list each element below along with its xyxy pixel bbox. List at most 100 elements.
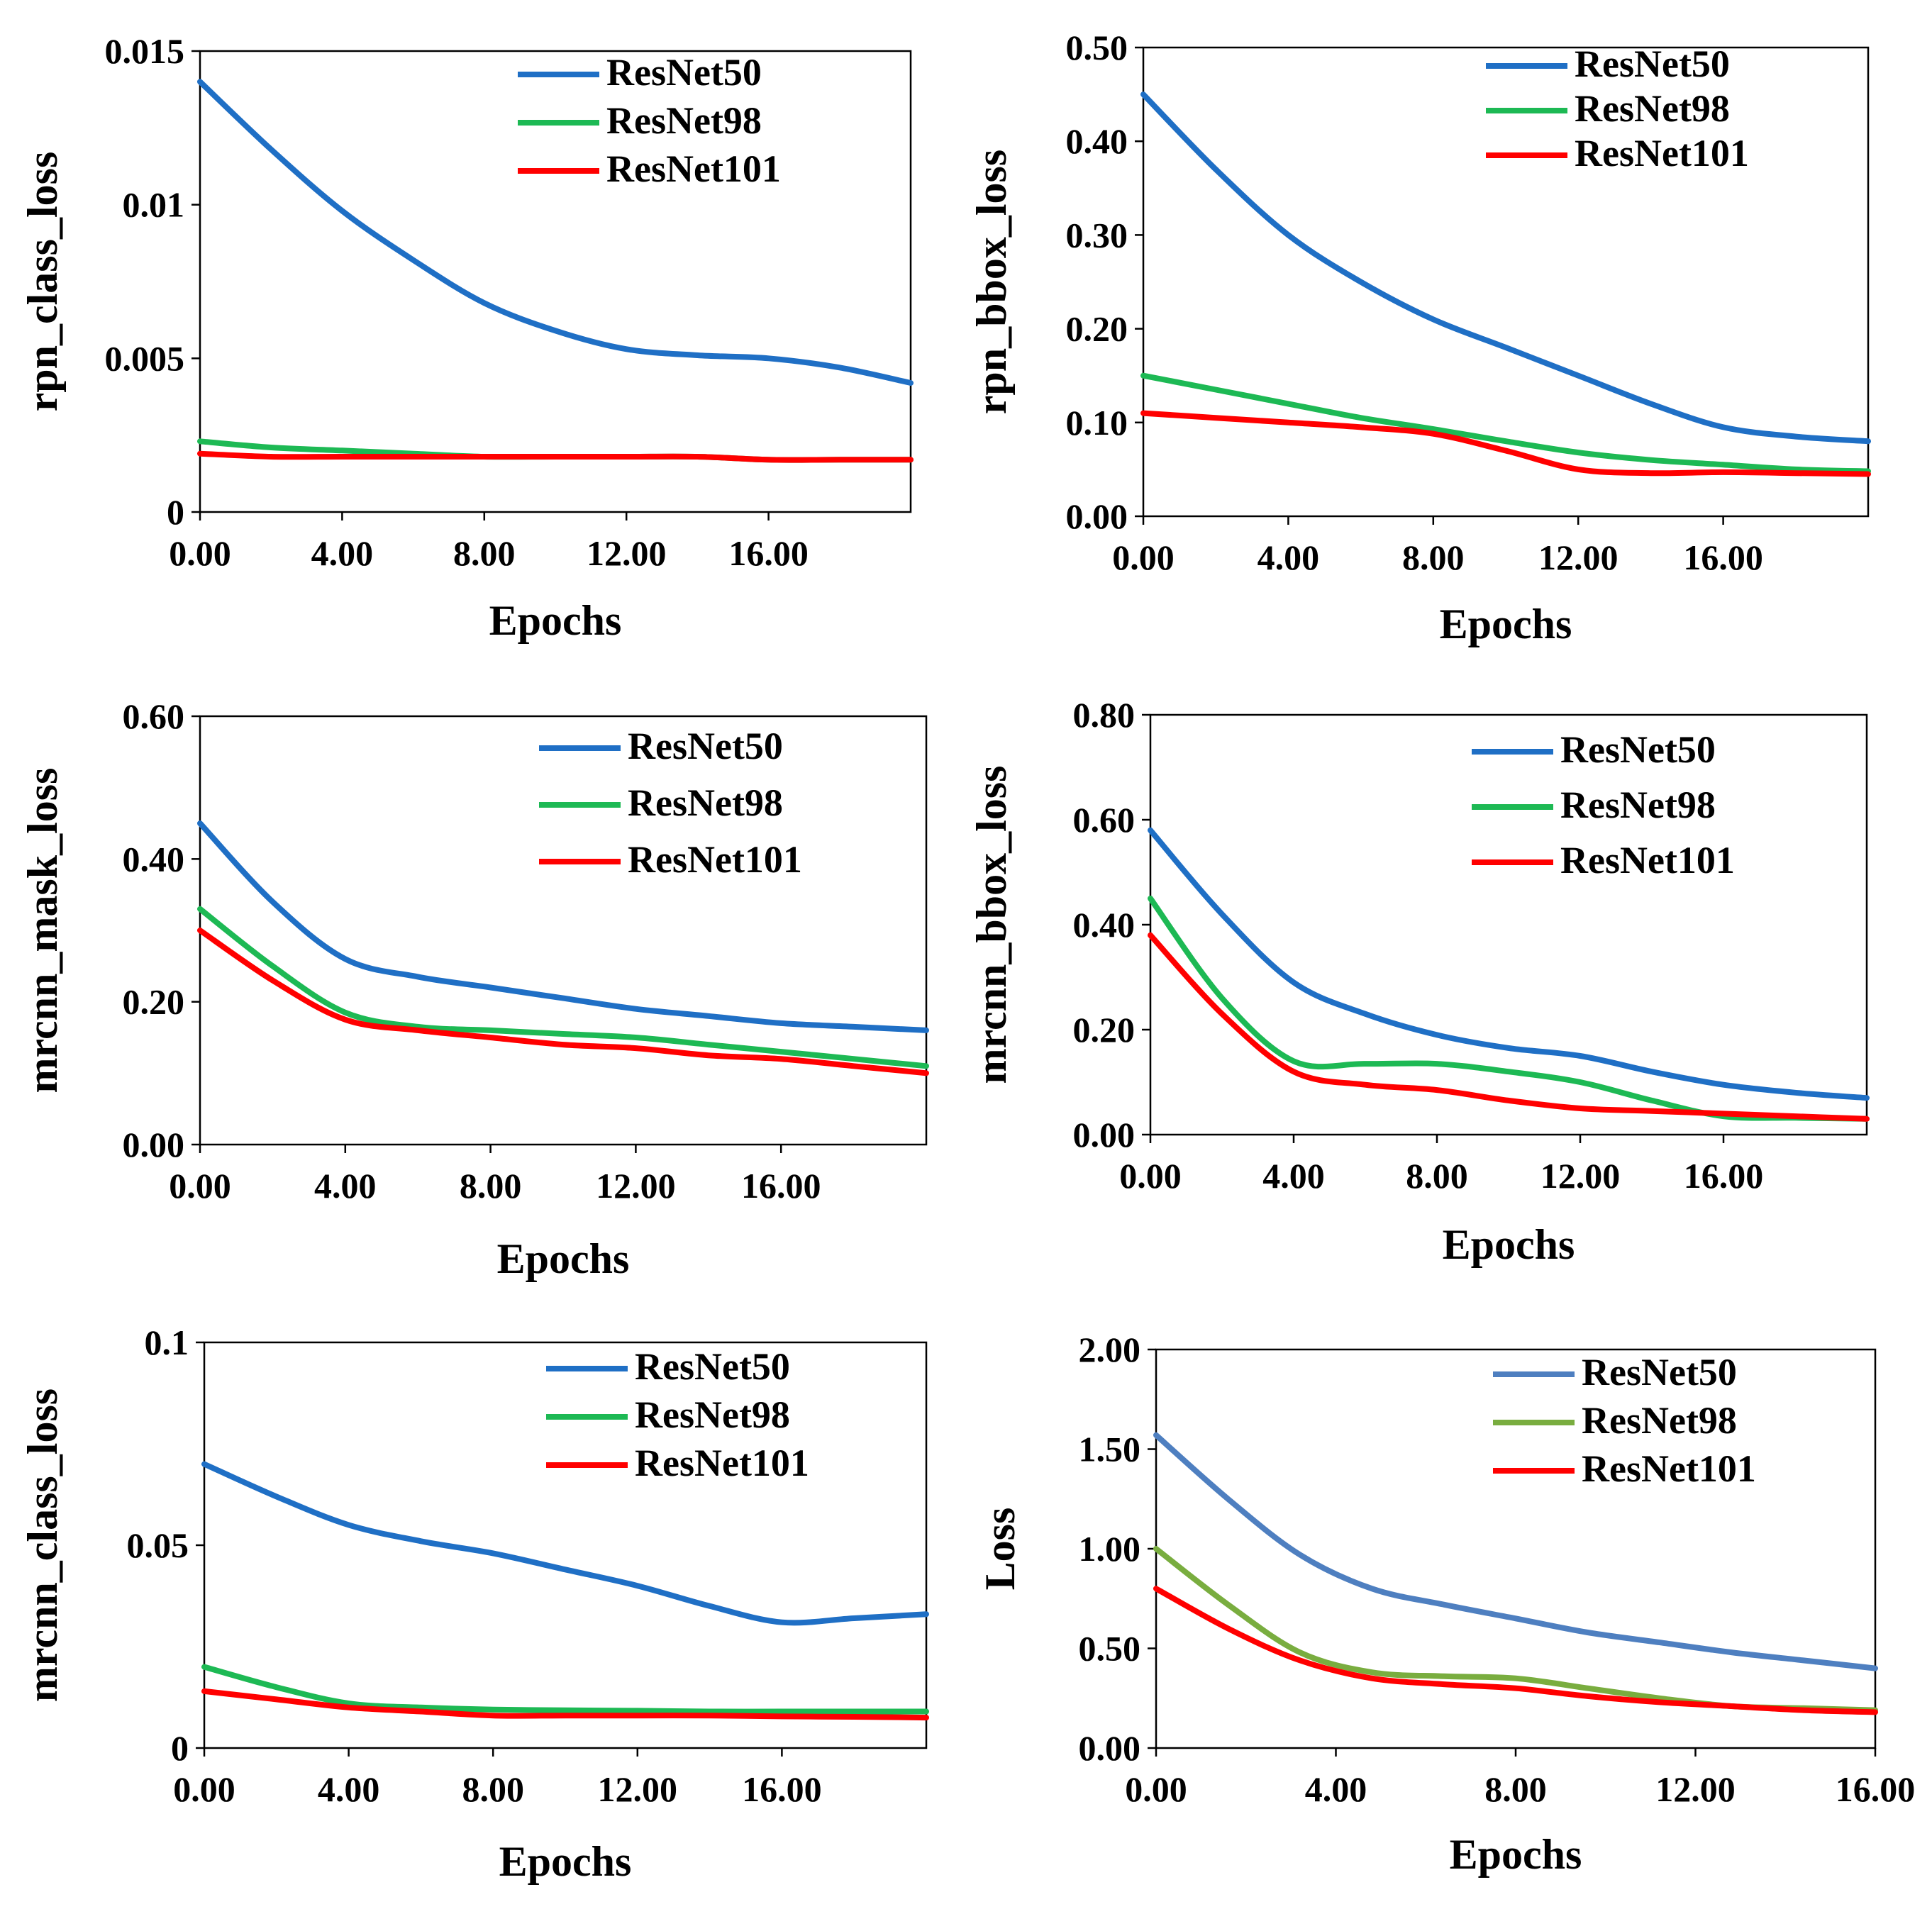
series-line-resnet50 — [1148, 827, 1870, 1101]
x-tick-label: 4.00 — [318, 1769, 380, 1809]
y-tick-label: 0.20 — [123, 982, 185, 1022]
x-tick-label: 12.00 — [1655, 1769, 1736, 1809]
x-tick-label: 8.00 — [462, 1769, 524, 1809]
series-line-resnet101 — [1148, 932, 1870, 1122]
series-line-resnet101 — [1153, 1586, 1878, 1715]
chart-panel-1: 0 0.005 0.01 0.015 0.00 4.00 8.00 12.00 16.00 Epo… — [19, 31, 914, 644]
legend-entry-label: ResNet101 — [1560, 839, 1735, 881]
y-tick-label: 0.50 — [1066, 28, 1128, 67]
series-line-resnet98 — [201, 1664, 929, 1715]
x-tick-label: 4.00 — [1262, 1156, 1325, 1196]
y-tick-label: 0.00 — [1079, 1728, 1141, 1768]
series-line-resnet101 — [197, 928, 929, 1076]
series-line-resnet50 — [197, 79, 914, 386]
y-tick-label: 0.01 — [123, 185, 185, 225]
y-tick-label: 0 — [167, 492, 184, 532]
y-tick-label: 0.40 — [1066, 121, 1128, 161]
series-line-resnet98 — [197, 906, 929, 1069]
x-tick-label: 12.00 — [1540, 1156, 1621, 1196]
y-tick-label: 0.40 — [1073, 905, 1136, 945]
y-tick-label: 0.00 — [1073, 1115, 1136, 1154]
legend-entry-label: ResNet98 — [628, 781, 783, 824]
y-tick-label: 1.50 — [1079, 1430, 1141, 1469]
chart-panel-6: 0.00 0.50 1.00 1.50 2.00 0.00 4.00 8.00 12.00 16.… — [977, 1330, 1915, 1878]
y-tick-label: 0 — [171, 1728, 189, 1768]
x-tick-label: 0.00 — [173, 1769, 235, 1809]
legend-entry-label: ResNet101 — [1575, 132, 1749, 174]
series-line-resnet50 — [197, 820, 929, 1033]
plot-area-frame — [203, 1341, 928, 1749]
x-axis-title: Epochs — [497, 1235, 630, 1282]
series-line-resnet98 — [1148, 896, 1870, 1122]
chart-panel-4: 0.00 0.20 0.40 0.60 0.80 0.00 4.00 8.00 12.00 16.… — [968, 695, 1870, 1268]
legend-entry-label: ResNet50 — [1560, 728, 1716, 771]
series-line-resnet101 — [1140, 410, 1871, 477]
x-tick-label: 4.00 — [314, 1166, 377, 1206]
y-axis-title: mrcnn_class_loss — [19, 1388, 66, 1702]
x-tick-label: 12.00 — [598, 1769, 678, 1809]
x-tick-label: 4.00 — [1305, 1769, 1367, 1809]
legend-entry-label: ResNet101 — [635, 1442, 809, 1484]
y-tick-label: 0.015 — [105, 31, 185, 71]
x-tick-label: 4.00 — [311, 533, 374, 573]
y-tick-label: 0.30 — [1066, 215, 1128, 255]
x-tick-label: 12.00 — [596, 1166, 676, 1206]
x-tick-label: 8.00 — [453, 533, 516, 573]
series-line-resnet50 — [201, 1461, 929, 1626]
y-tick-label: 2.00 — [1079, 1330, 1141, 1369]
y-axis-title: rpn_class_loss — [19, 152, 66, 412]
series-line-resnet98 — [1140, 372, 1871, 474]
x-tick-label: 12.00 — [587, 533, 667, 573]
x-tick-label: 0.00 — [169, 533, 231, 573]
legend-entry-label: ResNet50 — [1575, 43, 1730, 85]
y-tick-label: 0.00 — [1066, 496, 1128, 536]
legend-entry-label: ResNet50 — [635, 1345, 790, 1388]
legend-entry-label: ResNet101 — [1582, 1447, 1756, 1490]
y-tick-label: 0.005 — [105, 338, 185, 378]
y-tick-label: 0.00 — [123, 1125, 185, 1164]
x-tick-label: 12.00 — [1538, 538, 1619, 577]
x-axis-title: Epochs — [1443, 1221, 1575, 1268]
y-tick-label: 0.40 — [123, 839, 185, 879]
x-tick-label: 0.00 — [1125, 1769, 1187, 1809]
plot-area-frame — [199, 715, 928, 1146]
x-axis-title: Epochs — [499, 1838, 632, 1885]
legend-entry-label: ResNet98 — [1575, 87, 1730, 130]
x-tick-label: 16.00 — [1684, 1156, 1764, 1196]
plot-area-frame — [199, 50, 912, 513]
legend-entry-label: ResNet101 — [628, 838, 802, 881]
legend-entry-label: ResNet50 — [628, 725, 783, 767]
x-axis-title: Epochs — [1450, 1831, 1582, 1878]
x-axis-title: Epochs — [1440, 601, 1572, 647]
y-axis-title: mrcnn_mask_loss — [19, 768, 66, 1093]
series-line-resnet101 — [197, 450, 914, 463]
x-tick-label: 16.00 — [728, 533, 809, 573]
series-line-resnet50 — [1140, 91, 1871, 445]
y-tick-label: 0.10 — [1066, 403, 1128, 443]
y-tick-label: 0.20 — [1073, 1010, 1136, 1050]
y-axis-title: mrcnn_bbox_loss — [968, 765, 1015, 1084]
y-tick-label: 0.20 — [1066, 309, 1128, 349]
series-line-resnet101 — [201, 1688, 929, 1721]
legend-entry-label: ResNet50 — [1582, 1351, 1737, 1393]
x-tick-label: 0.00 — [1112, 538, 1175, 577]
y-tick-label: 0.60 — [1073, 800, 1136, 840]
y-axis-title: rpn_bbox_loss — [968, 150, 1015, 414]
x-tick-label: 8.00 — [460, 1166, 522, 1206]
chart-panel-3: 0.00 0.20 0.40 0.60 0.00 4.00 8.00 12.00 16.00 Ep… — [19, 696, 929, 1282]
x-tick-label: 16.00 — [741, 1166, 821, 1206]
y-tick-label: 0.80 — [1073, 695, 1136, 735]
x-tick-label: 0.00 — [1119, 1156, 1182, 1196]
x-axis-title: Epochs — [489, 597, 622, 644]
x-tick-label: 16.00 — [1683, 538, 1763, 577]
legend-entry-label: ResNet101 — [606, 148, 781, 190]
legend-entry-label: ResNet98 — [606, 99, 762, 142]
legend-entry-label: ResNet50 — [606, 51, 762, 94]
series-line-resnet50 — [1153, 1432, 1878, 1671]
x-tick-label: 16.00 — [1836, 1769, 1916, 1809]
